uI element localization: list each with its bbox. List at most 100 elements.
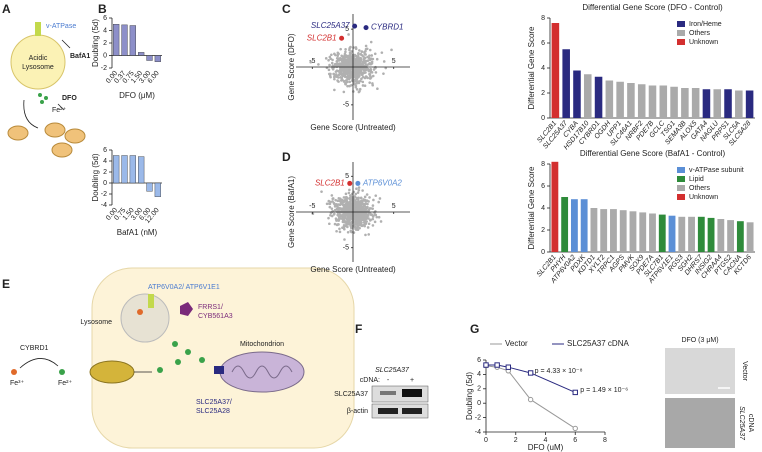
point-label: ATP6V0A2 — [362, 179, 403, 188]
background-point — [347, 60, 351, 63]
background-point — [336, 54, 339, 58]
panel-label: F — [355, 322, 362, 336]
background-point — [367, 217, 370, 220]
micrograph — [665, 348, 735, 394]
background-point — [362, 69, 366, 72]
bar — [121, 155, 128, 184]
y-tick-label: 0 — [103, 52, 107, 59]
row-label: SLC25A37 — [334, 391, 368, 398]
vatpase-label: v-ATPase — [46, 23, 76, 30]
bar — [551, 23, 560, 118]
background-point — [337, 59, 341, 62]
y-tick-label: 2 — [103, 169, 107, 176]
background-point — [367, 200, 370, 203]
marker — [527, 396, 534, 403]
background-point — [331, 197, 335, 200]
background-point — [358, 89, 361, 93]
background-point — [336, 206, 340, 209]
background-point — [364, 47, 368, 51]
background-point — [350, 71, 354, 74]
row-label: SLC25A37 — [738, 406, 745, 441]
bar — [637, 84, 646, 118]
bar — [138, 52, 145, 56]
bar — [670, 86, 678, 118]
background-point — [358, 49, 361, 52]
background-point — [334, 198, 337, 202]
y-tick-label: -5 — [343, 102, 349, 109]
background-point — [327, 216, 330, 220]
background-point — [353, 60, 357, 64]
marker — [505, 364, 512, 370]
y-tick-label: 0 — [541, 115, 545, 122]
legend-label: Others — [689, 185, 711, 192]
x-tick-label: 5 — [392, 203, 396, 210]
legend-swatch — [677, 176, 685, 182]
legend-swatch — [677, 21, 685, 27]
x-tick-label: -5 — [309, 203, 315, 210]
background-point — [363, 56, 367, 60]
background-point — [347, 33, 350, 36]
iron — [40, 100, 44, 104]
background-point — [348, 196, 352, 200]
background-point — [380, 51, 384, 54]
bar — [727, 220, 735, 252]
y-tick-label: 2 — [477, 386, 481, 393]
background-point — [343, 238, 346, 241]
background-point — [356, 214, 360, 218]
atp-label: ATP6V0A2/ ATP6V1E1 — [148, 284, 220, 291]
background-point — [350, 50, 353, 53]
background-point — [371, 217, 375, 221]
background-point — [369, 213, 373, 217]
y-axis-label: Differential Gene Score — [527, 26, 536, 110]
band — [380, 391, 396, 395]
background-point — [343, 55, 346, 59]
legend-label: Unknown — [689, 194, 718, 201]
background-point — [344, 213, 347, 217]
bar — [629, 211, 637, 252]
lysosome-label: Lysosome — [80, 319, 112, 326]
background-point — [331, 58, 334, 62]
bar — [561, 197, 569, 252]
y-tick-label: 8 — [541, 15, 545, 22]
chart-title: Differential Gene Score (DFO - Control) — [582, 3, 723, 12]
background-point — [349, 45, 352, 49]
inhibit — [57, 103, 65, 111]
background-point — [333, 77, 336, 81]
annotation: p = 1.49 × 10⁻⁶ — [580, 387, 628, 394]
background-point — [348, 75, 351, 78]
background-point — [370, 54, 374, 57]
background-point — [343, 227, 346, 231]
y-tick-label: 2 — [541, 227, 545, 234]
y-tick-label: 4 — [541, 205, 545, 212]
y-tick-label: 4 — [541, 65, 545, 72]
background-point — [359, 213, 362, 216]
background-point — [358, 223, 362, 227]
background-point — [347, 206, 351, 209]
background-point — [369, 75, 373, 79]
bar — [146, 182, 153, 192]
background-point — [361, 84, 365, 87]
background-point — [373, 52, 377, 56]
bar — [146, 55, 153, 61]
arrow — [19, 358, 59, 369]
x-tick-label: 6 — [573, 437, 577, 444]
background-point — [375, 57, 379, 61]
background-point — [340, 54, 343, 58]
x-tick-label: -5 — [309, 58, 315, 65]
row-label: cDNA — [747, 414, 754, 433]
bar — [605, 80, 614, 118]
background-point — [361, 71, 365, 75]
background-point — [341, 74, 345, 78]
background-point — [350, 208, 353, 211]
background-point — [376, 87, 379, 91]
background-point — [361, 189, 364, 192]
background-point — [357, 186, 361, 189]
inhibit — [61, 39, 71, 49]
lysosome — [120, 293, 170, 343]
background-point — [364, 222, 368, 225]
mitochondrion — [219, 351, 305, 393]
background-point — [363, 84, 367, 87]
bar — [570, 199, 578, 252]
iron — [137, 309, 143, 315]
iron — [185, 349, 191, 355]
